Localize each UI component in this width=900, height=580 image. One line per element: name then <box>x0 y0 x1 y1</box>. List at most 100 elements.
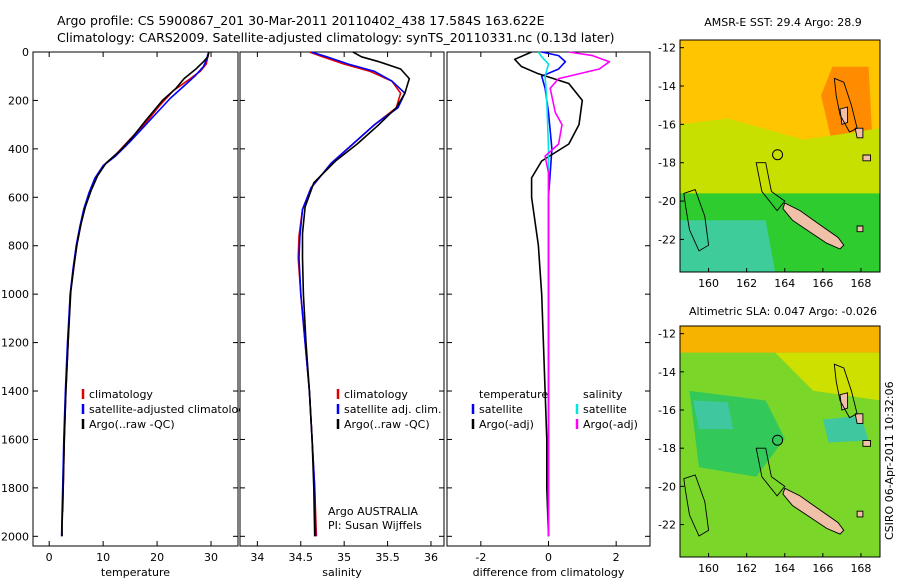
argo-annotation: Argo AUSTRALIA <box>328 505 418 518</box>
coastline-vanuatu-island-1 <box>839 106 849 126</box>
legend-label: satellite-adjusted climatology <box>89 403 252 416</box>
coastline-new-caledonia-main <box>782 487 845 535</box>
coastline-loyalty-island <box>856 225 864 233</box>
temperature-series-argo-raw-qc- <box>61 51 210 537</box>
salinity-legend: climatology satellite adj. clim. Argo(..ra… <box>336 388 441 431</box>
coastline-chesterfield-contour <box>683 474 710 537</box>
sla-map-xtick-label: 160 <box>698 562 719 575</box>
sst-map-xtick-label: 166 <box>812 277 833 290</box>
temperature-xtick-label: 20 <box>150 551 164 564</box>
difference-xtick-label: -2 <box>475 551 486 564</box>
depth-tick-label: 1600 <box>1 433 29 446</box>
sst-map-ytick-label: -20 <box>658 195 676 208</box>
sst-map-xtick-label: 164 <box>774 277 795 290</box>
sla-map-xtick-label: 164 <box>774 562 795 575</box>
legend-title-salinity: salinity <box>583 388 623 401</box>
coastline-fairway-contour <box>755 162 786 212</box>
sla-map-ytick-label: -22 <box>658 519 676 532</box>
difference-series-salinity-argo-adj- <box>544 51 611 537</box>
map-region <box>680 220 776 272</box>
legend-label: satellite adj. clim. <box>344 403 441 416</box>
depth-tick-label: 1400 <box>1 385 29 398</box>
sst-map-xtick-label: 162 <box>736 277 757 290</box>
salinity-axes-frame <box>239 51 445 547</box>
sst-map-ytick-label: -16 <box>658 118 676 131</box>
legend-label: Argo(..raw -QC) <box>344 418 430 431</box>
depth-tick-label: 1000 <box>1 288 29 301</box>
depth-tick-label: 200 <box>8 94 29 107</box>
sst-map-field <box>680 40 880 272</box>
map-region <box>693 400 734 430</box>
depth-tick-label: 2000 <box>1 530 29 543</box>
map-region <box>680 118 880 194</box>
depth-tick-label: 1800 <box>1 482 29 495</box>
coastline-vanuatu-contour <box>833 77 858 133</box>
coastline-vanuatu-island-1 <box>839 392 849 411</box>
coastline-vanuatu-island-2 <box>854 413 864 424</box>
coastline-vanuatu-island-2 <box>854 127 864 139</box>
difference-series-temperature-argo-adj- <box>513 51 584 537</box>
coastline-loyalty-island <box>856 510 864 518</box>
coastline-chesterfield-contour <box>683 189 710 252</box>
float-position-marker <box>772 434 784 446</box>
coastline-new-caledonia-main <box>782 202 845 250</box>
temperature-xtick-label: 0 <box>46 551 53 564</box>
map-region <box>775 352 880 401</box>
sla-map-xtick-label: 162 <box>736 562 757 575</box>
sst-map-ytick-label: -18 <box>658 157 676 170</box>
salinity-xtick-label: 35.5 <box>375 551 400 564</box>
salinity-panel: 34 34.5 35 35.5 36 salinity climatology satelli… <box>239 51 445 579</box>
difference-xlabel: difference from climatology <box>473 566 625 579</box>
salinity-xtick-label: 36 <box>424 551 438 564</box>
depth-tick-label: 800 <box>8 240 29 253</box>
sla-map-ytick-label: -14 <box>658 366 676 379</box>
difference-xtick-label: 0 <box>545 551 552 564</box>
legend-label: climatology <box>344 388 408 401</box>
sla-map: 160 162 164 166 168 -12 -14 -16 -18 -20 -22 <box>658 325 881 575</box>
coastline-vanuatu-island-3 <box>862 154 871 162</box>
legend-label: Argo(..raw -QC) <box>89 418 175 431</box>
sst-map-xtick-label: 168 <box>850 277 871 290</box>
sst-map-ytick-label: -14 <box>658 80 676 93</box>
map-region <box>680 326 880 353</box>
header-line-1: Argo profile: CS 5900867_201 30-Mar-2011… <box>57 13 545 28</box>
sla-map-ytick-label: -20 <box>658 480 676 493</box>
sst-map: 160 162 164 166 168 -12 -14 -16 -18 -20 -22 <box>658 39 881 290</box>
temperature-legend: climatology satellite-adjusted climatolog… <box>81 388 252 431</box>
temperature-xtick-label: 10 <box>96 551 110 564</box>
depth-tick-label: 1200 <box>1 337 29 350</box>
sst-map-ytick-label: -12 <box>658 42 676 55</box>
salinity-series-argo-raw-qc- <box>301 51 411 537</box>
sla-map-frame <box>679 325 881 558</box>
salinity-xtick-label: 34 <box>250 551 264 564</box>
difference-legend: temperature salinity satellite Argo(-adj) sa… <box>471 388 638 431</box>
sst-map-frame <box>679 39 881 273</box>
float-position-marker <box>772 149 784 161</box>
difference-xtick-label: 2 <box>613 551 620 564</box>
sla-map-title: Altimetric SLA: 0.047 Argo: -0.026 <box>689 305 877 318</box>
coastline-fairway-contour <box>755 447 786 497</box>
coastline-vanuatu-contour <box>833 363 858 419</box>
sst-map-xtick-label: 160 <box>698 277 719 290</box>
depth-tick-label: 600 <box>8 191 29 204</box>
sst-map-ytick-label: -22 <box>658 233 676 246</box>
sla-map-ytick-label: -16 <box>658 404 676 417</box>
temperature-xlabel: temperature <box>101 566 170 579</box>
sla-map-ytick-label: -12 <box>658 328 676 341</box>
legend-label: satellite <box>479 403 523 416</box>
difference-panel: -2 0 2 difference from climatology temperatu… <box>446 51 651 579</box>
legend-label: Argo(-adj) <box>479 418 534 431</box>
map-region <box>821 66 873 140</box>
sla-map-xtick-label: 166 <box>812 562 833 575</box>
sla-map-ytick-label: -18 <box>658 442 676 455</box>
depth-tick-label: 400 <box>8 143 29 156</box>
legend-label: climatology <box>89 388 153 401</box>
sla-map-xtick-label: 168 <box>850 562 871 575</box>
coastline-vanuatu-island-3 <box>862 440 871 447</box>
depth-tick-label: 0 <box>22 46 29 59</box>
salinity-xtick-label: 34.5 <box>289 551 314 564</box>
argo-annotation: PI: Susan Wijffels <box>328 519 422 532</box>
salinity-xtick-label: 35 <box>337 551 351 564</box>
header-line-2: Climatology: CARS2009. Satellite-adjuste… <box>57 30 614 45</box>
